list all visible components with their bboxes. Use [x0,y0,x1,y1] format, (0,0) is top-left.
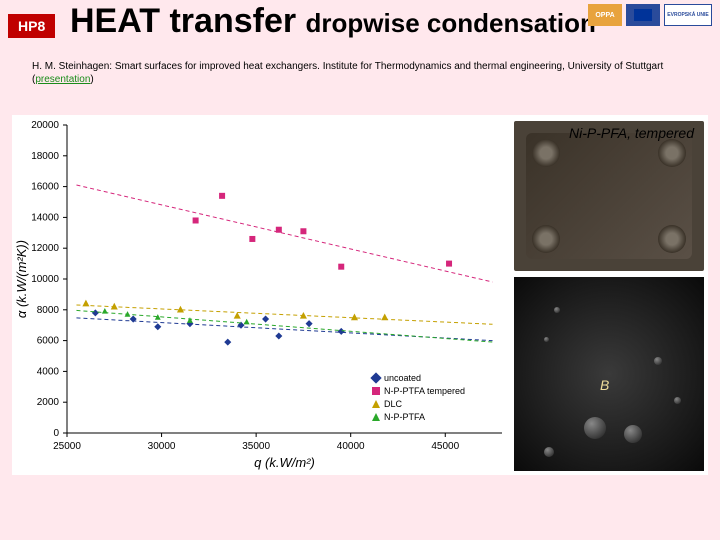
legend-item: DLC [372,397,465,410]
logo-bar: OPPA EVROPSKÁ UNIE [588,4,712,26]
heat-exchanger-plate-image [514,121,704,271]
image-b-label: B [600,377,609,393]
eu-logo: EVROPSKÁ UNIE [664,4,712,26]
svg-text:35000: 35000 [242,441,270,452]
citation: H. M. Steinhagen: Smart surfaces for imp… [32,60,688,86]
chart-legend: uncoatedN-P-PTFA temperedDLCN-P-PTFA [372,371,465,423]
title-sub: dropwise condensation [306,8,596,38]
svg-text:16000: 16000 [31,182,59,193]
droplet-icon [544,337,549,342]
condensation-droplets-image: B [514,277,704,471]
droplet-icon [584,417,606,439]
legend-item: uncoated [372,371,465,384]
svg-text:q (k.W/m²): q (k.W/m²) [254,455,315,470]
citation-text-1: H. M. Steinhagen: Smart surfaces for imp… [32,61,663,85]
svg-text:45000: 45000 [431,441,459,452]
slide-title: HEAT transfer dropwise condensation [70,2,596,41]
svg-text:12000: 12000 [31,243,59,254]
title-main: HEAT transfer [70,2,296,40]
svg-text:α (k.W/(m²K)): α (k.W/(m²K)) [14,240,29,318]
oppa-logo: OPPA [588,4,622,26]
legend-item: N-P-PTFA [372,410,465,423]
port-hole [532,139,560,167]
svg-text:4000: 4000 [37,366,60,377]
droplet-icon [554,307,560,313]
citation-text-2: ) [90,74,93,85]
svg-text:0: 0 [53,428,59,439]
svg-text:40000: 40000 [337,441,365,452]
svg-text:30000: 30000 [148,441,176,452]
presentation-link[interactable]: presentation [35,74,90,85]
droplet-icon [544,447,554,457]
port-hole [532,225,560,253]
svg-text:20000: 20000 [31,120,59,131]
svg-text:18000: 18000 [31,151,59,162]
droplet-icon [624,425,642,443]
plate-surface [526,133,692,259]
svg-text:2000: 2000 [37,397,60,408]
svg-text:6000: 6000 [37,336,60,347]
droplet-icon [654,357,662,365]
figure-area: 0 2000 4000 6000 8000 10000 12000 14000 16000 180… [12,115,708,475]
praha-logo [626,4,660,26]
port-hole [658,139,686,167]
svg-text:14000: 14000 [31,212,59,223]
top-image-label: Ni-P-PFA, tempered [569,125,694,141]
droplet-icon [674,397,681,404]
svg-text:25000: 25000 [53,441,81,452]
svg-text:8000: 8000 [37,305,60,316]
eu-flag-icon [634,9,652,21]
slide-tag: HP8 [8,14,55,38]
legend-item: N-P-PTFA tempered [372,384,465,397]
svg-text:10000: 10000 [31,274,59,285]
scatter-chart: 0 2000 4000 6000 8000 10000 12000 14000 16000 180… [12,115,512,475]
port-hole [658,225,686,253]
